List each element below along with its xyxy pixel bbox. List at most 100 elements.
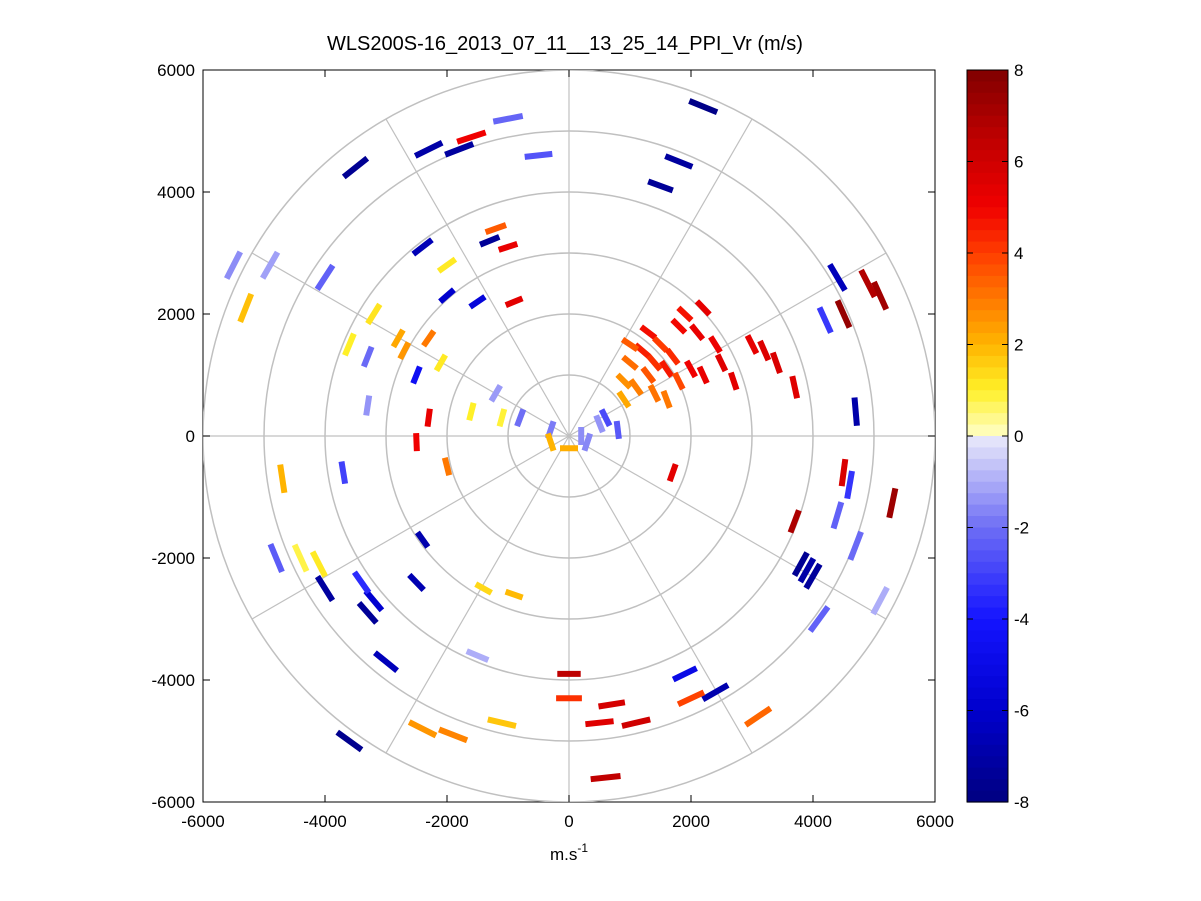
series-group: [237, 256, 578, 744]
colorbar-step: [967, 253, 1008, 266]
colorbar-step: [967, 241, 1008, 254]
velocity-gate: [363, 589, 385, 613]
velocity-gate: [363, 395, 373, 416]
velocity-gate: [671, 665, 698, 683]
colorbar-step: [967, 138, 1008, 151]
velocity-gate: [672, 371, 686, 391]
colorbar-tick-label: 0: [1014, 427, 1023, 446]
colorbar-step: [967, 287, 1008, 300]
velocity-gate: [356, 601, 379, 625]
velocity-gate: [438, 287, 456, 304]
y-tick-label: 4000: [157, 183, 195, 202]
colorbar-step: [967, 184, 1008, 197]
colorbar-step: [967, 275, 1008, 288]
velocity-gate: [421, 329, 437, 348]
velocity-gate: [309, 550, 328, 578]
velocity-gate: [488, 384, 503, 403]
y-tick-label: 0: [186, 427, 195, 446]
velocity-gate: [407, 719, 438, 739]
velocity-gate: [791, 551, 810, 577]
y-tick-label: 2000: [157, 305, 195, 324]
colorbar-step: [967, 401, 1008, 414]
colorbar-step: [967, 561, 1008, 574]
velocity-gate: [851, 397, 860, 426]
velocity-gate: [787, 509, 802, 534]
colorbar-step: [967, 516, 1008, 529]
velocity-gate: [237, 292, 255, 323]
velocity-gate: [478, 234, 501, 248]
velocity-gate: [743, 705, 773, 728]
velocity-gate: [676, 305, 694, 323]
velocity-gate: [492, 113, 524, 125]
velocity-gate: [436, 256, 458, 274]
velocity-gate: [858, 268, 878, 299]
colorbar-step: [967, 127, 1008, 140]
velocity-gate: [277, 464, 288, 494]
velocity-gate: [769, 351, 783, 374]
velocity-gate: [545, 432, 557, 452]
velocity-gate: [314, 574, 336, 603]
velocity-returns: [224, 98, 899, 783]
velocity-gate: [615, 372, 633, 390]
colorbar-ticks: 8 6 4 2 0 -2 -4 -6 -8: [967, 61, 1029, 812]
velocity-gate: [797, 557, 817, 584]
velocity-gate: [670, 317, 688, 335]
colorbar-step: [967, 527, 1008, 540]
velocity-gate: [616, 390, 632, 409]
velocity-gate: [410, 365, 423, 385]
velocity-gate: [744, 334, 760, 355]
colorbar-tick-label: -6: [1014, 702, 1029, 721]
velocity-gate: [789, 375, 801, 399]
colorbar-step: [967, 195, 1008, 208]
velocity-gate: [413, 140, 444, 159]
colorbar-step: [967, 790, 1008, 803]
x-axis-label: m.s-1: [550, 841, 588, 864]
colorbar-step: [967, 344, 1008, 357]
velocity-gate: [816, 306, 834, 334]
colorbar-step: [967, 333, 1008, 346]
velocity-gate: [590, 773, 621, 783]
colorbar-tick-label: 6: [1014, 153, 1023, 172]
colorbar-step: [967, 150, 1008, 163]
azimuth-spoke: [385, 435, 570, 754]
velocity-gate: [688, 98, 719, 116]
velocity-gate: [224, 250, 243, 280]
velocity-gate: [659, 359, 675, 379]
colorbar-step: [967, 218, 1008, 231]
velocity-gate: [628, 378, 644, 397]
colorbar-step: [967, 436, 1008, 449]
colorbar-step: [967, 538, 1008, 551]
colorbar-tick-label: -4: [1014, 610, 1029, 629]
velocity-gate: [335, 729, 364, 753]
velocity-gate: [728, 371, 740, 391]
velocity-gate: [847, 530, 864, 561]
velocity-gate: [390, 328, 406, 349]
velocity-gate: [830, 501, 845, 530]
colorbar-step: [967, 596, 1008, 609]
velocity-gate: [342, 332, 357, 357]
colorbar-step: [967, 390, 1008, 403]
velocity-gate: [647, 178, 674, 194]
velocity-gate: [504, 295, 524, 308]
velocity-gate: [524, 150, 553, 160]
colorbar-step: [967, 378, 1008, 391]
colorbar-step: [967, 493, 1008, 506]
velocity-gate: [414, 530, 431, 549]
velocity-gate: [465, 648, 490, 663]
velocity-gate: [666, 463, 679, 483]
velocity-gate: [361, 345, 375, 368]
velocity-gate: [696, 365, 710, 385]
velocity-gate: [267, 543, 285, 573]
colorbar-step: [967, 321, 1008, 334]
colorbar-step: [967, 687, 1008, 700]
colorbar-step: [967, 310, 1008, 323]
velocity-gate: [598, 699, 626, 710]
colorbar-step: [967, 733, 1008, 746]
x-tick-label: 2000: [672, 812, 710, 831]
colorbar-fill: [967, 70, 1008, 803]
velocity-gate: [466, 402, 477, 422]
x-axis-label-superscript: -1: [577, 841, 588, 855]
colorbar-step: [967, 504, 1008, 517]
colorbar-step: [967, 630, 1008, 643]
